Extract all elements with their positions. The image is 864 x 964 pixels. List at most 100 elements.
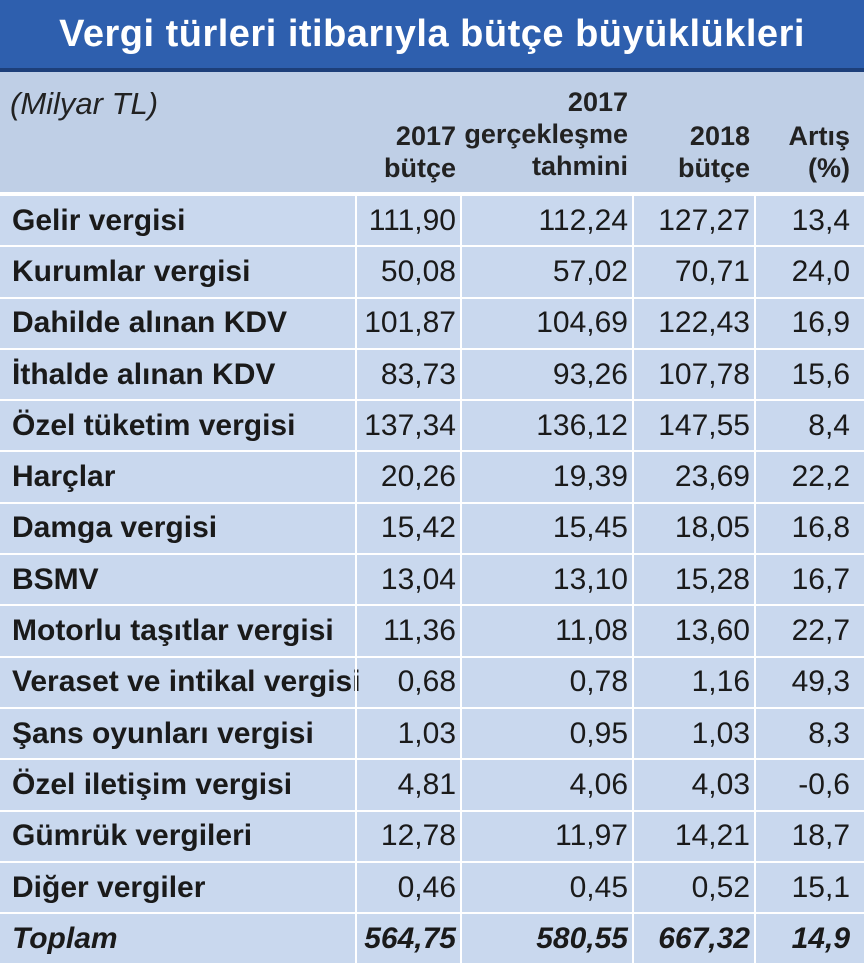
column-divider: [355, 194, 357, 964]
table-row: Damga vergisi 15,42 15,45 18,05 16,8: [0, 501, 864, 554]
total-row: Toplam 564,75 580,55 667,32 14,9: [0, 912, 864, 964]
table-cell: 1,03: [691, 716, 750, 750]
table-cell: 11,36: [383, 614, 456, 648]
table-row: Veraset ve intikal vergisi 0,68 0,78 1,16 49…: [0, 655, 864, 707]
table-cell: 112,24: [538, 203, 628, 237]
column-divider: [460, 194, 462, 964]
table-cell: 15,42: [380, 511, 456, 545]
table-row: BSMV 13,04 13,10 15,28 16,7: [0, 553, 864, 605]
table-cell: 1,03: [397, 716, 456, 750]
table-cell: 93,26: [552, 357, 628, 391]
table-cell: 22,2: [791, 460, 850, 494]
table-cell: -0,6: [798, 767, 850, 801]
row-label: Toplam: [12, 921, 118, 955]
table-cell: 24,0: [791, 254, 850, 288]
table-cell: 1,16: [691, 665, 750, 699]
table-cell: 13,10: [552, 562, 628, 596]
column-header-line: gerçekleşme: [464, 119, 628, 149]
table-cell: 57,02: [552, 254, 628, 288]
table-cell: 564,75: [364, 921, 456, 955]
table-cell: 0,45: [569, 870, 628, 904]
table-cell: 70,71: [674, 254, 750, 288]
column-header-2017-realization: 2017 gerçekleşme tahmini: [464, 86, 628, 182]
column-header-2018-budget: 2018 bütçe: [678, 120, 750, 184]
page-title: Vergi türleri itibarıyla bütçe büyüklükl…: [59, 12, 805, 55]
row-label: Özel tüketim vergisi: [12, 408, 296, 442]
table-cell: 111,90: [368, 203, 456, 237]
column-header-line: 2018: [689, 121, 750, 151]
table-cell: 13,60: [674, 614, 750, 648]
column-divider: [754, 194, 756, 964]
table-cell: 8,3: [808, 716, 850, 750]
table-cell: 22,7: [791, 614, 850, 648]
table-cell: 19,39: [552, 460, 628, 494]
row-label: Motorlu taşıtlar vergisi: [12, 614, 334, 648]
table-row: İthalde alınan KDV 83,73 93,26 107,78 15,6: [0, 347, 864, 400]
table-cell: 0,95: [569, 716, 628, 750]
table-cell: 83,73: [380, 357, 456, 391]
table-cell: 15,28: [674, 562, 750, 596]
table-body: Gelir vergisi 111,90 112,24 127,27 13,4 Kurum…: [0, 194, 864, 964]
table-row: Şans oyunları vergisi 1,03 0,95 1,03 8,3: [0, 706, 864, 759]
table-cell: 14,9: [791, 921, 850, 955]
table-cell: 136,12: [536, 408, 628, 442]
row-label: Gümrük vergileri: [12, 819, 253, 853]
row-label: Gelir vergisi: [12, 203, 186, 237]
column-header-line: 2017: [395, 121, 456, 151]
table-cell: 4,06: [569, 767, 628, 801]
table-row: Özel tüketim vergisi 137,34 136,12 147,55 8,…: [0, 399, 864, 451]
table-cell: 12,78: [380, 819, 456, 853]
table-row: Özel iletişim vergisi 4,81 4,06 4,03 -0,6: [0, 758, 864, 810]
column-header-2017-budget: 2017 bütçe: [384, 120, 456, 184]
table-cell: 18,05: [674, 511, 750, 545]
table-cell: 20,26: [380, 460, 456, 494]
column-header-line: tahmini: [531, 151, 628, 181]
table-cell: 15,1: [791, 870, 850, 904]
row-label: Diğer vergiler: [12, 870, 206, 904]
row-label: Kurumlar vergisi: [12, 254, 251, 288]
table-cell: 4,03: [691, 767, 750, 801]
table-cell: 104,69: [536, 306, 628, 340]
unit-label: (Milyar TL): [10, 86, 159, 121]
table-cell: 0,52: [691, 870, 750, 904]
table-row: Gümrük vergileri 12,78 11,97 14,21 18,7: [0, 809, 864, 861]
table-cell: 16,8: [791, 511, 850, 545]
table-cell: 13,04: [380, 562, 456, 596]
table-cell: 101,87: [364, 306, 456, 340]
table-row: Kurumlar vergisi 50,08 57,02 70,71 24,0: [0, 245, 864, 297]
table-cell: 13,4: [791, 203, 850, 237]
row-label: Dahilde alınan KDV: [12, 306, 288, 340]
table-cell: 667,32: [658, 921, 750, 955]
table-cell: 8,4: [808, 408, 850, 442]
table-cell: 50,08: [380, 254, 456, 288]
table-cell: 107,78: [658, 357, 750, 391]
table-cell: 137,34: [364, 408, 456, 442]
row-label: Harçlar: [12, 460, 116, 494]
column-header-line: (%): [808, 153, 850, 183]
column-divider: [632, 194, 634, 964]
table-row: Motorlu taşıtlar vergisi 11,36 11,08 13,60 2…: [0, 604, 864, 656]
table-cell: 0,78: [569, 665, 628, 699]
table-cell: 127,27: [658, 203, 750, 237]
table-row: Diğer vergiler 0,46 0,45 0,52 15,1: [0, 860, 864, 913]
table-row: Dahilde alınan KDV 101,87 104,69 122,43 16,9: [0, 296, 864, 348]
table-cell: 4,81: [397, 767, 456, 801]
table-cell: 147,55: [658, 408, 750, 442]
column-header-line: 2017: [567, 87, 628, 117]
table-cell: 0,46: [397, 870, 456, 904]
column-header-line: bütçe: [677, 153, 750, 183]
row-label: Veraset ve intikal vergisi: [12, 665, 361, 699]
table-cell: 14,21: [674, 819, 750, 853]
table-cell: 15,45: [552, 511, 628, 545]
table-cell: 15,6: [791, 357, 850, 391]
table-header: [0, 72, 864, 192]
table-cell: 18,7: [791, 819, 850, 853]
table-cell: 122,43: [658, 306, 750, 340]
table-cell: 16,9: [791, 306, 850, 340]
column-header-line: bütçe: [383, 153, 456, 183]
table-row: Harçlar 20,26 19,39 23,69 22,2: [0, 450, 864, 502]
table-cell: 580,55: [536, 921, 628, 955]
column-header-line: Artış: [788, 121, 850, 151]
table-cell: 0,68: [397, 665, 456, 699]
table-cell: 16,7: [791, 562, 850, 596]
